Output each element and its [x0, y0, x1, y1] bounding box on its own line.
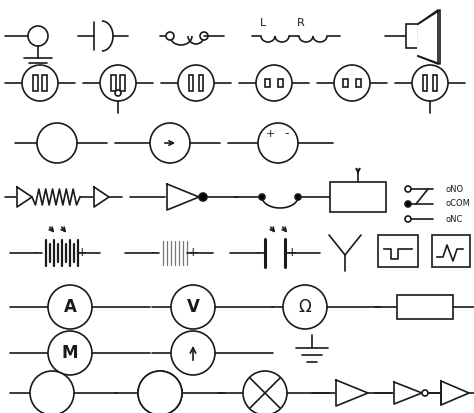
- Text: oNC: oNC: [446, 214, 464, 223]
- Circle shape: [37, 123, 77, 163]
- Text: Ω: Ω: [299, 298, 311, 316]
- Circle shape: [150, 123, 190, 163]
- Text: oCOM: oCOM: [446, 199, 471, 209]
- Bar: [432, 235, 470, 267]
- Circle shape: [138, 371, 182, 413]
- Circle shape: [171, 331, 215, 375]
- Text: -: -: [285, 128, 289, 140]
- Text: M: M: [62, 344, 78, 362]
- Text: +: +: [287, 247, 297, 259]
- Bar: [42, 75, 47, 91]
- Circle shape: [422, 390, 428, 396]
- Text: R: R: [297, 18, 305, 28]
- Text: L: L: [260, 18, 266, 28]
- Circle shape: [334, 65, 370, 101]
- Circle shape: [100, 65, 136, 101]
- Polygon shape: [441, 381, 469, 405]
- Bar: [397, 295, 453, 319]
- Circle shape: [115, 90, 121, 96]
- Circle shape: [171, 285, 215, 329]
- Circle shape: [243, 371, 287, 413]
- Polygon shape: [94, 187, 109, 207]
- Text: -: -: [34, 247, 38, 259]
- Polygon shape: [167, 184, 199, 210]
- Text: -: -: [151, 247, 155, 259]
- Bar: [111, 75, 116, 91]
- Circle shape: [138, 371, 182, 413]
- Circle shape: [200, 32, 208, 40]
- Bar: [189, 75, 193, 91]
- Text: oNO: oNO: [446, 185, 464, 194]
- Bar: [406, 24, 418, 48]
- Polygon shape: [418, 10, 440, 64]
- Circle shape: [166, 32, 174, 40]
- Polygon shape: [418, 10, 438, 64]
- Circle shape: [199, 193, 207, 201]
- Bar: [120, 75, 125, 91]
- Circle shape: [22, 65, 58, 101]
- Circle shape: [295, 194, 301, 200]
- Circle shape: [28, 26, 48, 46]
- Bar: [199, 75, 203, 91]
- Bar: [423, 75, 427, 91]
- Bar: [433, 75, 437, 91]
- Bar: [330, 182, 386, 212]
- Text: A: A: [64, 298, 76, 316]
- Circle shape: [405, 201, 411, 207]
- Bar: [356, 79, 361, 87]
- Polygon shape: [394, 382, 422, 404]
- Circle shape: [412, 65, 448, 101]
- Circle shape: [256, 65, 292, 101]
- Circle shape: [283, 285, 327, 329]
- Circle shape: [30, 371, 74, 413]
- Circle shape: [258, 123, 298, 163]
- Text: +: +: [77, 247, 87, 259]
- Circle shape: [48, 285, 92, 329]
- Bar: [265, 79, 270, 87]
- Circle shape: [259, 194, 265, 200]
- Text: +: +: [188, 247, 198, 259]
- Polygon shape: [336, 380, 368, 406]
- Text: -: -: [256, 247, 260, 259]
- Polygon shape: [160, 371, 182, 413]
- Text: V: V: [187, 298, 200, 316]
- Bar: [343, 79, 348, 87]
- Circle shape: [178, 65, 214, 101]
- Bar: [378, 235, 418, 267]
- Polygon shape: [17, 187, 32, 207]
- Bar: [33, 75, 38, 91]
- Text: +: +: [265, 129, 275, 139]
- Circle shape: [48, 331, 92, 375]
- Bar: [278, 79, 283, 87]
- Circle shape: [405, 186, 411, 192]
- Circle shape: [405, 216, 411, 222]
